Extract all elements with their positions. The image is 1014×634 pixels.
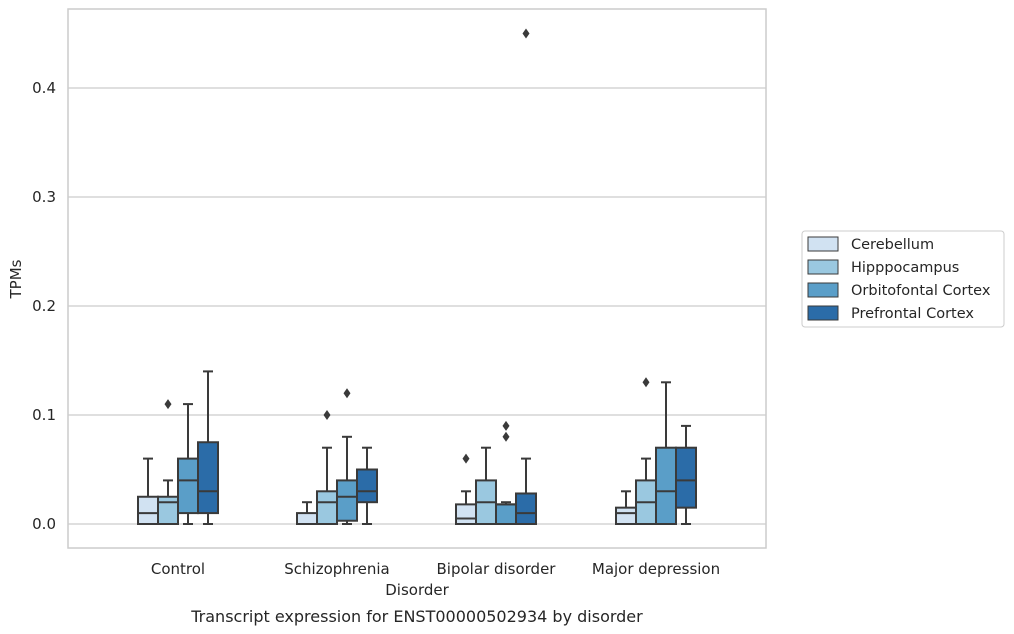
box-2-2 xyxy=(495,420,517,526)
box-1-3 xyxy=(635,377,657,525)
x-tick-label: Bipolar disorder xyxy=(437,560,557,578)
box-plots xyxy=(137,28,697,526)
legend-swatch xyxy=(807,259,839,275)
y-tick-labels: 0.0 0.1 0.2 0.3 0.4 xyxy=(32,79,56,533)
x-tick-labels: Control Schizophrenia Bipolar disorder Majo… xyxy=(151,560,720,578)
outlier-point xyxy=(164,399,172,410)
box xyxy=(157,495,179,525)
box xyxy=(316,490,338,525)
box-3-0 xyxy=(197,370,219,525)
outlier-point xyxy=(522,28,530,39)
y-tick-label: 0.4 xyxy=(32,79,56,97)
legend-label: Orbitofontal Cortex xyxy=(851,283,991,299)
legend-label: Prefrontal Cortex xyxy=(851,306,974,322)
box-1-1 xyxy=(316,410,338,525)
box-3-3 xyxy=(675,424,697,525)
outlier-point xyxy=(323,410,331,420)
box xyxy=(675,446,697,509)
legend-label: Cerebellum xyxy=(851,237,934,253)
x-tick-label: Control xyxy=(151,560,205,578)
box-0-3 xyxy=(615,490,637,525)
box xyxy=(137,495,159,525)
outlier-point xyxy=(502,420,510,431)
legend-swatch xyxy=(807,236,839,252)
box xyxy=(455,503,477,526)
outlier-point xyxy=(642,377,650,388)
x-tick-label: Major depression xyxy=(592,560,720,578)
box xyxy=(356,468,378,504)
box-0-2 xyxy=(455,453,477,526)
y-tick-label: 0.1 xyxy=(32,406,56,424)
y-tick-label: 0.2 xyxy=(32,297,56,315)
plot-frame xyxy=(67,8,767,549)
x-axis-label: Disorder xyxy=(385,581,449,599)
outlier-point xyxy=(502,431,510,442)
box xyxy=(296,512,318,525)
legend-label: Hipppocampus xyxy=(851,260,959,276)
legend-swatch xyxy=(807,305,839,321)
legend-swatch xyxy=(807,282,839,298)
legend: Cerebellum Hipppocampus Orbitofontal Corte… xyxy=(801,230,1005,328)
box-3-2 xyxy=(515,28,537,526)
box-0-0 xyxy=(137,457,159,525)
x-tick-label: Schizophrenia xyxy=(284,560,389,578)
box-1-0 xyxy=(157,399,179,525)
box-0-1 xyxy=(296,501,318,525)
box xyxy=(336,479,358,522)
box xyxy=(177,457,199,515)
box-2-3 xyxy=(655,381,677,526)
box xyxy=(495,503,517,526)
box xyxy=(197,441,219,515)
chart-caption: Transcript expression for ENST0000050293… xyxy=(190,607,643,626)
box-2-0 xyxy=(177,403,199,525)
box-3-1 xyxy=(356,446,378,525)
y-axis-label: TPMs xyxy=(7,259,25,299)
y-tick-label: 0.3 xyxy=(32,188,56,206)
box xyxy=(655,446,677,526)
box xyxy=(615,506,637,525)
outlier-point xyxy=(343,388,351,399)
box-1-2 xyxy=(475,446,497,525)
box-2-1 xyxy=(336,388,358,525)
box xyxy=(515,492,537,526)
outlier-point xyxy=(462,453,470,464)
legend-frame xyxy=(801,230,1005,328)
y-tick-label: 0.0 xyxy=(32,515,56,533)
